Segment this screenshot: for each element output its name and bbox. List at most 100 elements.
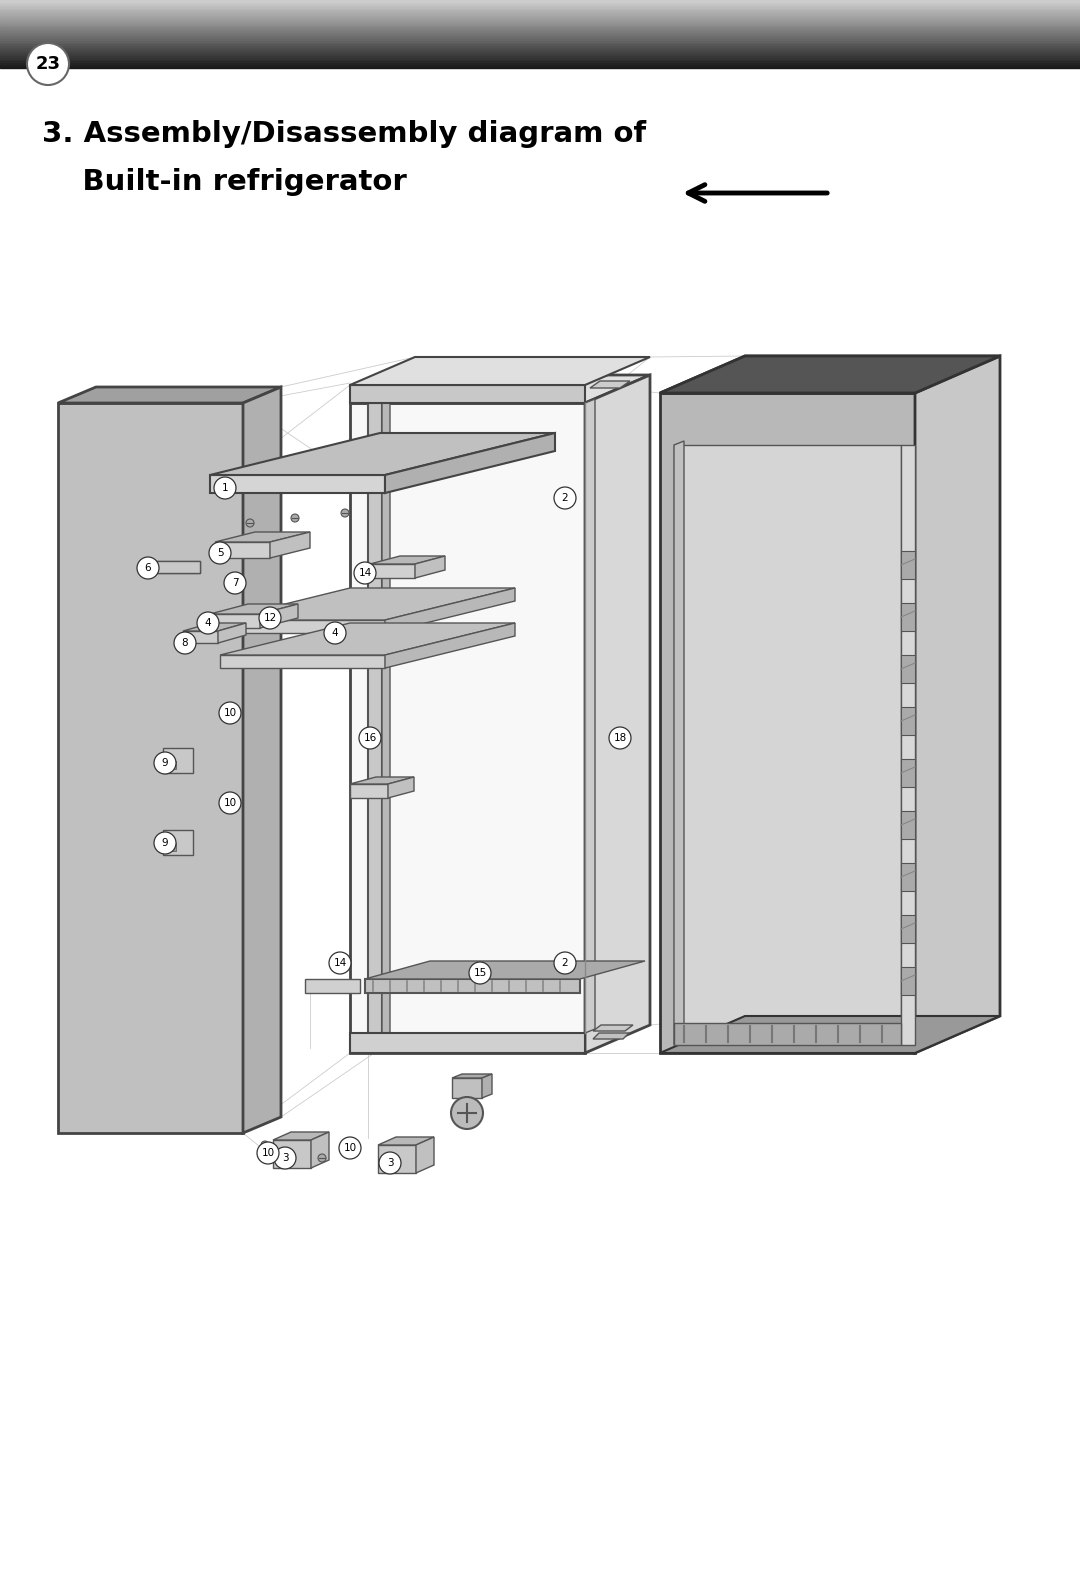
Bar xyxy=(0,25,1080,28)
Bar xyxy=(0,41,1080,43)
Polygon shape xyxy=(482,1073,492,1099)
Circle shape xyxy=(274,1148,296,1168)
Bar xyxy=(0,16,1080,19)
Circle shape xyxy=(382,1160,390,1168)
Circle shape xyxy=(197,613,219,635)
Text: 8: 8 xyxy=(181,638,188,647)
Polygon shape xyxy=(350,404,585,1053)
Polygon shape xyxy=(218,624,246,643)
Bar xyxy=(0,32,1080,33)
Polygon shape xyxy=(901,708,915,735)
Circle shape xyxy=(318,1154,326,1162)
Bar xyxy=(166,844,176,852)
Polygon shape xyxy=(243,386,281,1133)
Circle shape xyxy=(554,488,576,510)
Text: 9: 9 xyxy=(162,758,168,768)
Circle shape xyxy=(341,1146,349,1154)
Bar xyxy=(0,35,1080,38)
Polygon shape xyxy=(901,551,915,579)
Text: 10: 10 xyxy=(261,1148,274,1159)
Circle shape xyxy=(554,951,576,974)
Text: 23: 23 xyxy=(36,55,60,73)
Bar xyxy=(140,560,200,573)
Bar xyxy=(0,60,1080,62)
Bar xyxy=(0,6,1080,9)
Polygon shape xyxy=(384,624,515,668)
Bar xyxy=(368,404,382,1048)
Circle shape xyxy=(609,727,631,749)
Polygon shape xyxy=(901,967,915,996)
Polygon shape xyxy=(660,356,1000,393)
Polygon shape xyxy=(378,1145,416,1173)
Circle shape xyxy=(219,701,241,723)
Text: 9: 9 xyxy=(162,837,168,848)
Text: 2: 2 xyxy=(562,958,568,967)
Polygon shape xyxy=(660,356,1000,393)
Bar xyxy=(0,49,1080,51)
Bar xyxy=(0,11,1080,13)
Bar xyxy=(0,59,1080,60)
Polygon shape xyxy=(220,587,515,621)
Polygon shape xyxy=(415,556,445,578)
Bar xyxy=(0,51,1080,52)
Bar xyxy=(0,65,1080,68)
Polygon shape xyxy=(901,603,915,632)
Polygon shape xyxy=(350,784,388,798)
Bar xyxy=(0,30,1080,32)
Polygon shape xyxy=(901,445,915,1045)
Text: 10: 10 xyxy=(343,1143,356,1152)
Bar xyxy=(0,54,1080,57)
Polygon shape xyxy=(590,382,630,388)
Polygon shape xyxy=(388,777,414,798)
Bar xyxy=(0,9,1080,11)
Text: 12: 12 xyxy=(264,613,276,624)
Circle shape xyxy=(354,562,376,584)
Text: Built-in refrigerator: Built-in refrigerator xyxy=(42,168,407,196)
Polygon shape xyxy=(901,915,915,943)
Bar xyxy=(220,655,384,668)
Polygon shape xyxy=(901,863,915,891)
Circle shape xyxy=(27,43,69,85)
Circle shape xyxy=(219,792,241,814)
Circle shape xyxy=(210,541,231,564)
Polygon shape xyxy=(273,1140,311,1168)
Polygon shape xyxy=(674,442,684,1045)
Text: 4: 4 xyxy=(332,628,338,638)
Circle shape xyxy=(154,752,176,774)
Bar xyxy=(0,63,1080,66)
Polygon shape xyxy=(384,434,555,492)
Bar xyxy=(0,52,1080,55)
Polygon shape xyxy=(183,624,246,632)
Polygon shape xyxy=(370,564,415,578)
Bar xyxy=(0,62,1080,65)
Bar xyxy=(0,28,1080,30)
Circle shape xyxy=(137,557,159,579)
Polygon shape xyxy=(660,393,915,1053)
Text: 3: 3 xyxy=(282,1152,288,1164)
Polygon shape xyxy=(901,810,915,839)
Bar xyxy=(365,978,580,993)
Circle shape xyxy=(469,962,491,985)
Text: 5: 5 xyxy=(217,548,224,557)
Bar xyxy=(0,47,1080,49)
Polygon shape xyxy=(593,1034,629,1038)
Text: 14: 14 xyxy=(334,958,347,967)
Text: 1: 1 xyxy=(221,483,228,492)
Polygon shape xyxy=(384,587,515,633)
Bar xyxy=(0,38,1080,40)
Polygon shape xyxy=(350,385,585,404)
Circle shape xyxy=(154,833,176,853)
Polygon shape xyxy=(585,399,595,1034)
Text: 4: 4 xyxy=(205,617,212,628)
Circle shape xyxy=(224,571,246,594)
Circle shape xyxy=(341,510,349,518)
Polygon shape xyxy=(210,605,298,614)
Text: 3. Assembly/Disassembly diagram of: 3. Assembly/Disassembly diagram of xyxy=(42,120,646,147)
Circle shape xyxy=(329,951,351,974)
Polygon shape xyxy=(311,1132,329,1168)
Polygon shape xyxy=(210,434,555,475)
Bar xyxy=(0,43,1080,46)
Text: 16: 16 xyxy=(363,733,377,742)
Circle shape xyxy=(291,514,299,522)
Text: 3: 3 xyxy=(387,1159,393,1168)
